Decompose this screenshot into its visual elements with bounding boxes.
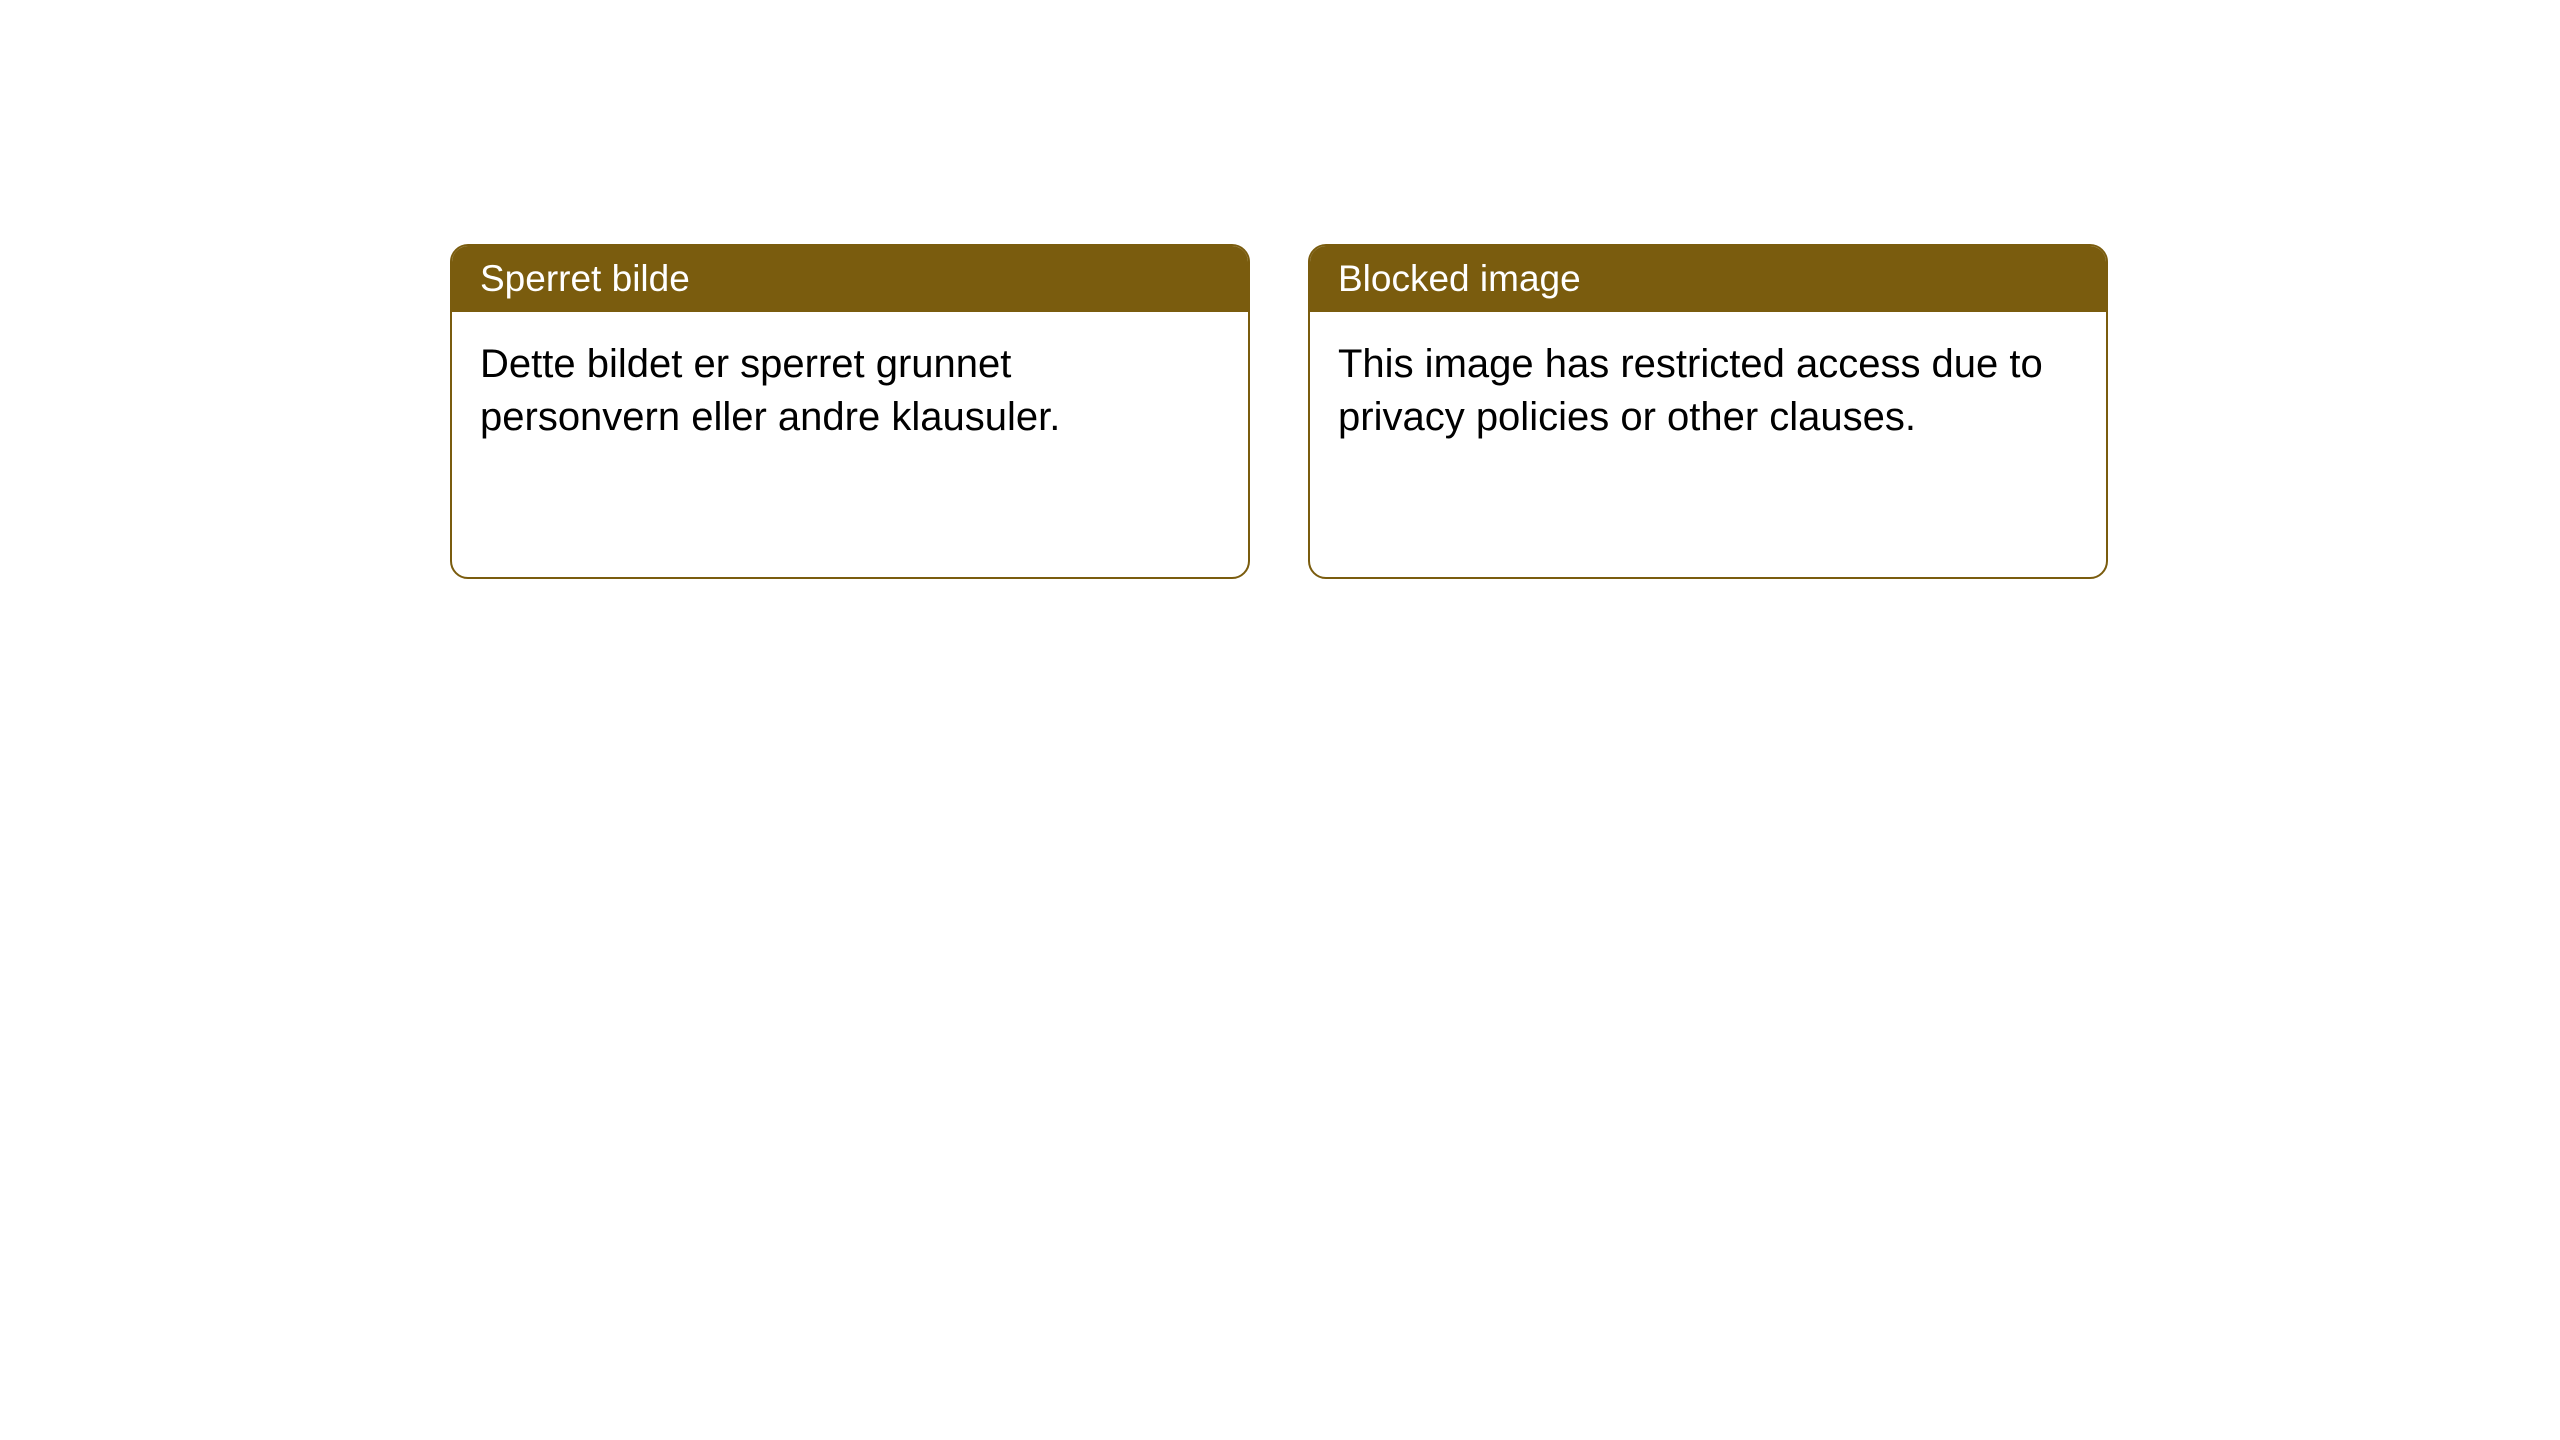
notice-header: Blocked image <box>1310 246 2106 312</box>
notice-title: Sperret bilde <box>480 258 690 299</box>
notice-card-english: Blocked image This image has restricted … <box>1308 244 2108 579</box>
notice-body: This image has restricted access due to … <box>1310 312 2106 470</box>
notice-container: Sperret bilde Dette bildet er sperret gr… <box>450 244 2108 579</box>
notice-body: Dette bildet er sperret grunnet personve… <box>452 312 1248 470</box>
notice-title: Blocked image <box>1338 258 1581 299</box>
notice-body-text: This image has restricted access due to … <box>1338 342 2043 439</box>
notice-header: Sperret bilde <box>452 246 1248 312</box>
notice-body-text: Dette bildet er sperret grunnet personve… <box>480 342 1060 439</box>
notice-card-norwegian: Sperret bilde Dette bildet er sperret gr… <box>450 244 1250 579</box>
